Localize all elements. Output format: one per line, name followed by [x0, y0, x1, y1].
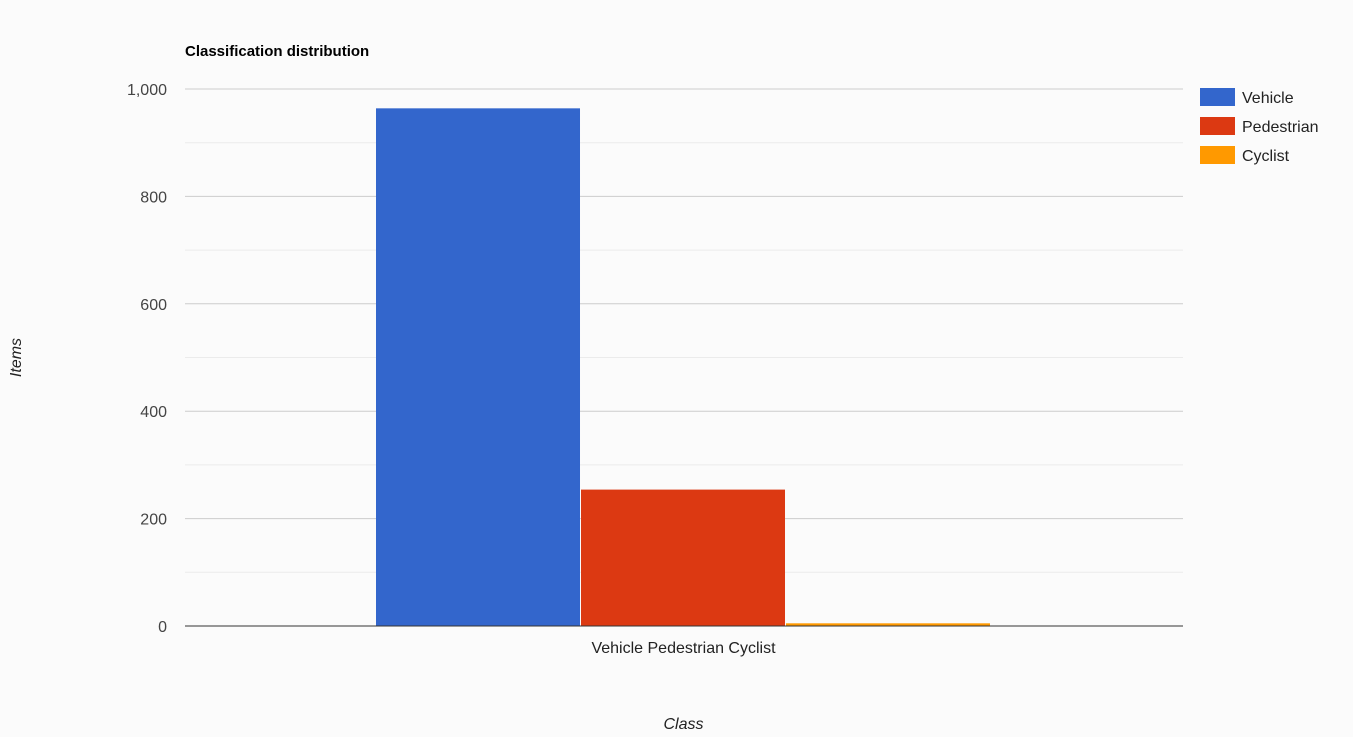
gridlines [185, 88, 1183, 573]
legend-swatch [1200, 117, 1235, 135]
y-tick-label: 1,000 [127, 82, 167, 99]
bars [376, 108, 991, 626]
bar-vehicle[interactable] [376, 108, 581, 626]
y-tick-label: 600 [140, 297, 167, 314]
y-tick-label: 400 [140, 404, 167, 421]
legend-item-cyclist[interactable]: Cyclist [1200, 146, 1290, 165]
legend-label: Vehicle [1242, 90, 1294, 107]
x-category-label: Vehicle Pedestrian Cyclist [591, 640, 776, 657]
legend-label: Pedestrian [1242, 119, 1319, 136]
y-tick-labels: 0 200 400 600 800 1,000 [127, 82, 167, 636]
legend-label: Cyclist [1242, 148, 1290, 165]
chart-title: Classification distribution [185, 43, 369, 60]
legend-item-pedestrian[interactable]: Pedestrian [1200, 117, 1319, 136]
legend-swatch [1200, 146, 1235, 164]
legend-swatch [1200, 88, 1235, 106]
legend-item-vehicle[interactable]: Vehicle [1200, 88, 1294, 107]
y-axis-title: Items [8, 338, 25, 377]
y-tick-label: 800 [140, 189, 167, 206]
y-tick-label: 200 [140, 512, 167, 529]
bar-pedestrian[interactable] [581, 489, 786, 626]
x-axis-title: Class [663, 716, 703, 733]
legend: Vehicle Pedestrian Cyclist [1200, 88, 1319, 165]
y-tick-label: 0 [158, 619, 167, 636]
bar-cyclist[interactable] [786, 623, 991, 626]
